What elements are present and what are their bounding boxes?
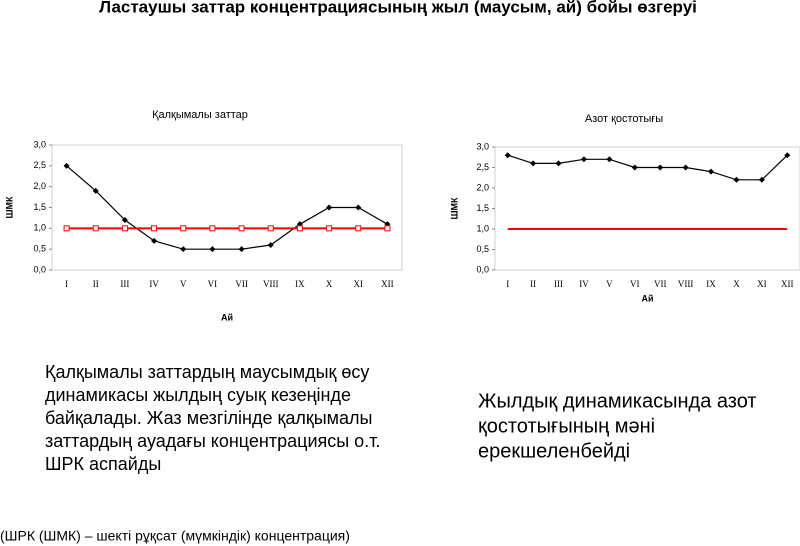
point [326,204,333,211]
x-tick-label: V [180,279,187,289]
point [384,225,391,232]
y-tick-label: 0,0 [476,264,489,274]
caption-line: қостотығының мәні [478,415,655,437]
slide-title: Ластаушы заттар концентрациясының жыл (м… [99,0,697,16]
y-tick-label: 1,0 [476,223,489,233]
footnote: (ШРК (ШМК) – шекті рұқсат (мүмкіндік) ко… [0,528,350,544]
point [63,225,70,232]
point [355,225,362,232]
x-tick-label: III [554,279,563,289]
series-line [507,154,788,181]
y-tick-label: 3,0 [33,139,46,149]
point [267,242,274,248]
x-tick-label: VIII [678,279,694,289]
x-tick-label: VII [235,279,248,289]
y-tick-label: 2,5 [476,162,489,172]
point [708,168,715,175]
y-tick-label: 1,5 [476,203,489,213]
x-tick-label: II [93,279,99,289]
point [504,152,511,159]
point [758,176,765,183]
point [151,225,158,232]
point [151,237,158,244]
y-tick-label: 2,0 [476,182,489,192]
x-tick-label: IX [706,279,716,289]
point [63,162,70,169]
point [92,225,99,232]
x-tick-label: IX [295,279,305,289]
x-tick-label: VI [208,279,218,289]
point [555,160,562,167]
point [92,187,99,194]
y-tick-label: 1,0 [33,223,46,233]
x-tick-label: I [65,279,68,289]
y-tick-label: 0,5 [33,244,46,254]
chart-title: Қалқымалы заттар [152,109,248,121]
x-axis-label: Ай [221,312,233,322]
y-tick-label: 0,5 [476,244,489,254]
point [121,225,128,232]
x-tick-label: IV [579,279,589,289]
x-tick-label: XII [381,279,394,289]
x-tick-label: VIII [263,279,279,289]
point [267,225,274,232]
x-tick-label: XII [781,279,794,289]
point [784,152,791,159]
y-tick-label: 1,5 [33,202,46,212]
x-tick-label: II [530,279,536,289]
point [238,225,245,232]
y-tick-label: 3,0 [476,141,489,151]
series-line [66,165,388,250]
point [580,156,587,163]
y-tick-label: 0,0 [33,264,46,274]
point [326,225,333,232]
point [682,164,689,171]
point [657,164,664,171]
x-axis-label: Ай [641,293,653,303]
x-tick-label: VII [654,279,667,289]
y-tick-label: 2,0 [33,181,46,191]
y-tick-label: 2,5 [33,160,46,170]
point [733,176,740,183]
y-axis-label: ШМК [4,196,14,219]
plot-frame [494,146,800,271]
caption-line: Қалқымалы заттардың маусымдық өсу [45,362,369,382]
chart-title: Азот қостотығы [585,113,663,125]
caption-line: ерекшеленбейді [478,440,630,462]
x-tick-label: XI [757,279,767,289]
point [355,204,362,211]
x-tick-label: III [120,279,129,289]
point [631,164,638,171]
point [530,160,537,167]
x-tick-label: X [733,279,740,289]
x-tick-label: XI [354,279,364,289]
point [296,225,303,232]
caption-line: заттардың ауадағы концентрациясы о.т. [45,431,380,451]
x-tick-label: VI [630,279,640,289]
x-tick-label: V [606,279,613,289]
caption-line: ШРК аспайды [45,454,161,474]
x-tick-label: IV [149,279,159,289]
x-tick-label: X [326,279,333,289]
caption-line: динамикасы жылдың суық кезеңінде [45,385,351,405]
y-axis-label: ШМК [449,197,459,220]
point [121,217,128,223]
point [209,225,216,232]
point [209,246,216,253]
x-tick-label: I [506,279,509,289]
point [606,156,613,163]
point [180,225,187,232]
caption-line: Жылдық динамикасында азот [478,390,757,412]
point [238,246,245,253]
caption-line: байқалады. Жаз мезгілінде қалқымалы [45,408,372,428]
point [180,246,187,253]
